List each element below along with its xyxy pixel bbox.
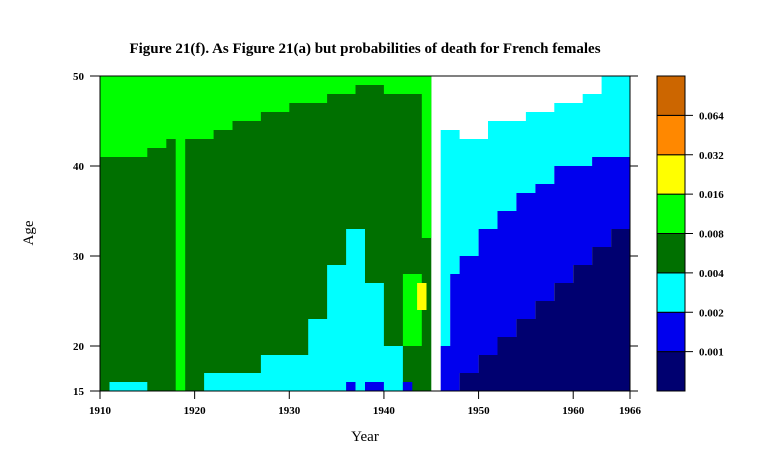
legend: 0.001 0.002 0.004 0.008 0.016 0.032 0.064: [656, 75, 724, 392]
legend-swatch: [656, 193, 686, 234]
y-axis: 15 20 30 40 50: [73, 71, 638, 398]
legend-label: 0.008: [699, 229, 724, 241]
heatmap-region-6: [431, 76, 630, 391]
heatmap-region-11: [459, 229, 630, 391]
heatmap-region-5: [204, 229, 403, 391]
heatmap-region-4: [109, 382, 148, 391]
legend-swatch: [656, 311, 686, 353]
heatmap-region-7: [440, 157, 630, 391]
chart-title: Figure 21(f). As Figure 21(a) but probab…: [129, 41, 600, 57]
heatmap-region-9: [365, 382, 384, 391]
x-tick-label: 1920: [184, 405, 207, 417]
legend-swatch: [656, 272, 686, 313]
legend-label: 0.032: [699, 150, 724, 162]
x-tick-label: 1930: [278, 405, 301, 417]
y-tick-label: 40: [73, 161, 85, 173]
x-tick-label: 1950: [468, 405, 491, 417]
heatmap-region-10: [402, 382, 413, 391]
y-tick-label: 50: [73, 71, 85, 83]
legend-label: 0.002: [699, 307, 724, 319]
legend-swatch: [656, 351, 686, 392]
heatmap-region-8: [346, 382, 356, 391]
legend-label: 0.004: [699, 268, 724, 280]
legend-swatch: [656, 233, 686, 274]
plot-area: [99, 75, 631, 392]
x-tick-label: 1910: [89, 405, 112, 417]
x-tick-label: 1960: [562, 405, 585, 417]
y-tick-label: 15: [73, 386, 85, 398]
legend-label: 0.016: [699, 189, 724, 201]
x-axis-label: Year: [351, 429, 379, 445]
x-tick-label: 1940: [373, 405, 396, 417]
legend-swatch: [656, 114, 686, 156]
heatmap-regions: [100, 76, 630, 391]
legend-swatch: [656, 154, 686, 195]
y-tick-label: 30: [73, 251, 85, 263]
x-tick-label: 1966: [619, 405, 642, 417]
x-axis: 1910 1920 1930 1940 1950 1960 1966: [89, 391, 642, 417]
heatmap-region-1: [100, 76, 432, 391]
plot-frame: [99, 75, 631, 392]
legend-swatch: [656, 75, 686, 116]
y-axis-label: Age: [21, 220, 37, 245]
legend-label: 0.064: [699, 110, 724, 122]
legend-label: 0.001: [699, 347, 724, 359]
y-tick-label: 20: [73, 341, 85, 353]
heatmap-region-2: [402, 274, 422, 346]
heatmap-region-3: [417, 283, 427, 310]
